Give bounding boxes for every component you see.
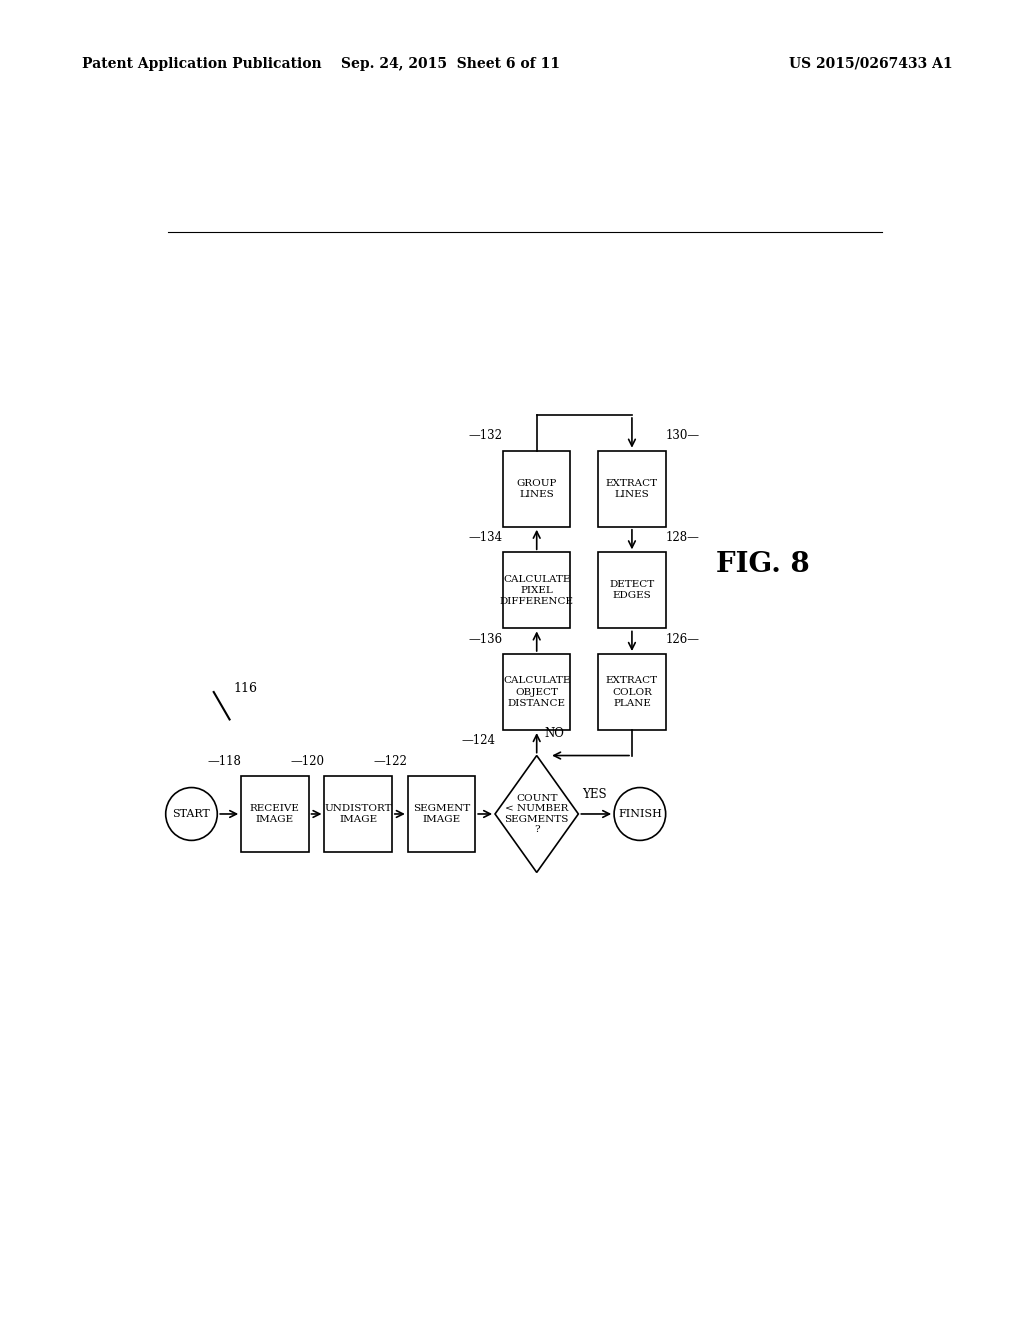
Text: Sep. 24, 2015  Sheet 6 of 11: Sep. 24, 2015 Sheet 6 of 11 (341, 57, 560, 71)
FancyBboxPatch shape (598, 552, 666, 628)
FancyBboxPatch shape (503, 552, 570, 628)
Text: GROUP
LINES: GROUP LINES (516, 479, 557, 499)
Text: —120: —120 (291, 755, 325, 768)
Text: —118: —118 (207, 755, 241, 768)
Text: 116: 116 (233, 682, 258, 696)
Text: US 2015/0267433 A1: US 2015/0267433 A1 (788, 57, 952, 71)
Text: Patent Application Publication: Patent Application Publication (82, 57, 322, 71)
Text: YES: YES (583, 788, 607, 801)
Text: EXTRACT
COLOR
PLANE: EXTRACT COLOR PLANE (606, 676, 658, 708)
Text: CALCULATE
OBJECT
DISTANCE: CALCULATE OBJECT DISTANCE (503, 676, 570, 708)
Text: 130—: 130— (666, 429, 699, 442)
Text: NO: NO (545, 727, 564, 741)
Text: —122: —122 (374, 755, 408, 768)
FancyBboxPatch shape (325, 776, 392, 853)
Text: 126—: 126— (666, 632, 699, 645)
Text: COUNT
< NUMBER
SEGMENTS
?: COUNT < NUMBER SEGMENTS ? (505, 793, 569, 834)
FancyBboxPatch shape (408, 776, 475, 853)
Text: —134: —134 (469, 531, 503, 544)
Text: —124: —124 (461, 734, 495, 747)
Text: RECEIVE
IMAGE: RECEIVE IMAGE (250, 804, 300, 824)
Text: —132: —132 (469, 429, 503, 442)
FancyBboxPatch shape (503, 450, 570, 527)
Text: UNDISTORT
IMAGE: UNDISTORT IMAGE (325, 804, 392, 824)
Polygon shape (495, 755, 579, 873)
Text: SEGMENT
IMAGE: SEGMENT IMAGE (413, 804, 470, 824)
FancyBboxPatch shape (598, 450, 666, 527)
Ellipse shape (614, 788, 666, 841)
FancyBboxPatch shape (503, 653, 570, 730)
Text: START: START (173, 809, 210, 818)
Ellipse shape (166, 788, 217, 841)
Text: FINISH: FINISH (617, 809, 662, 818)
Text: DETECT
EDGES: DETECT EDGES (609, 581, 654, 601)
FancyBboxPatch shape (241, 776, 308, 853)
Text: —136: —136 (469, 632, 503, 645)
Text: FIG. 8: FIG. 8 (716, 552, 810, 578)
Text: 128—: 128— (666, 531, 699, 544)
Text: EXTRACT
LINES: EXTRACT LINES (606, 479, 658, 499)
Text: CALCULATE
PIXEL
DIFFERENCE: CALCULATE PIXEL DIFFERENCE (500, 574, 573, 606)
FancyBboxPatch shape (598, 653, 666, 730)
